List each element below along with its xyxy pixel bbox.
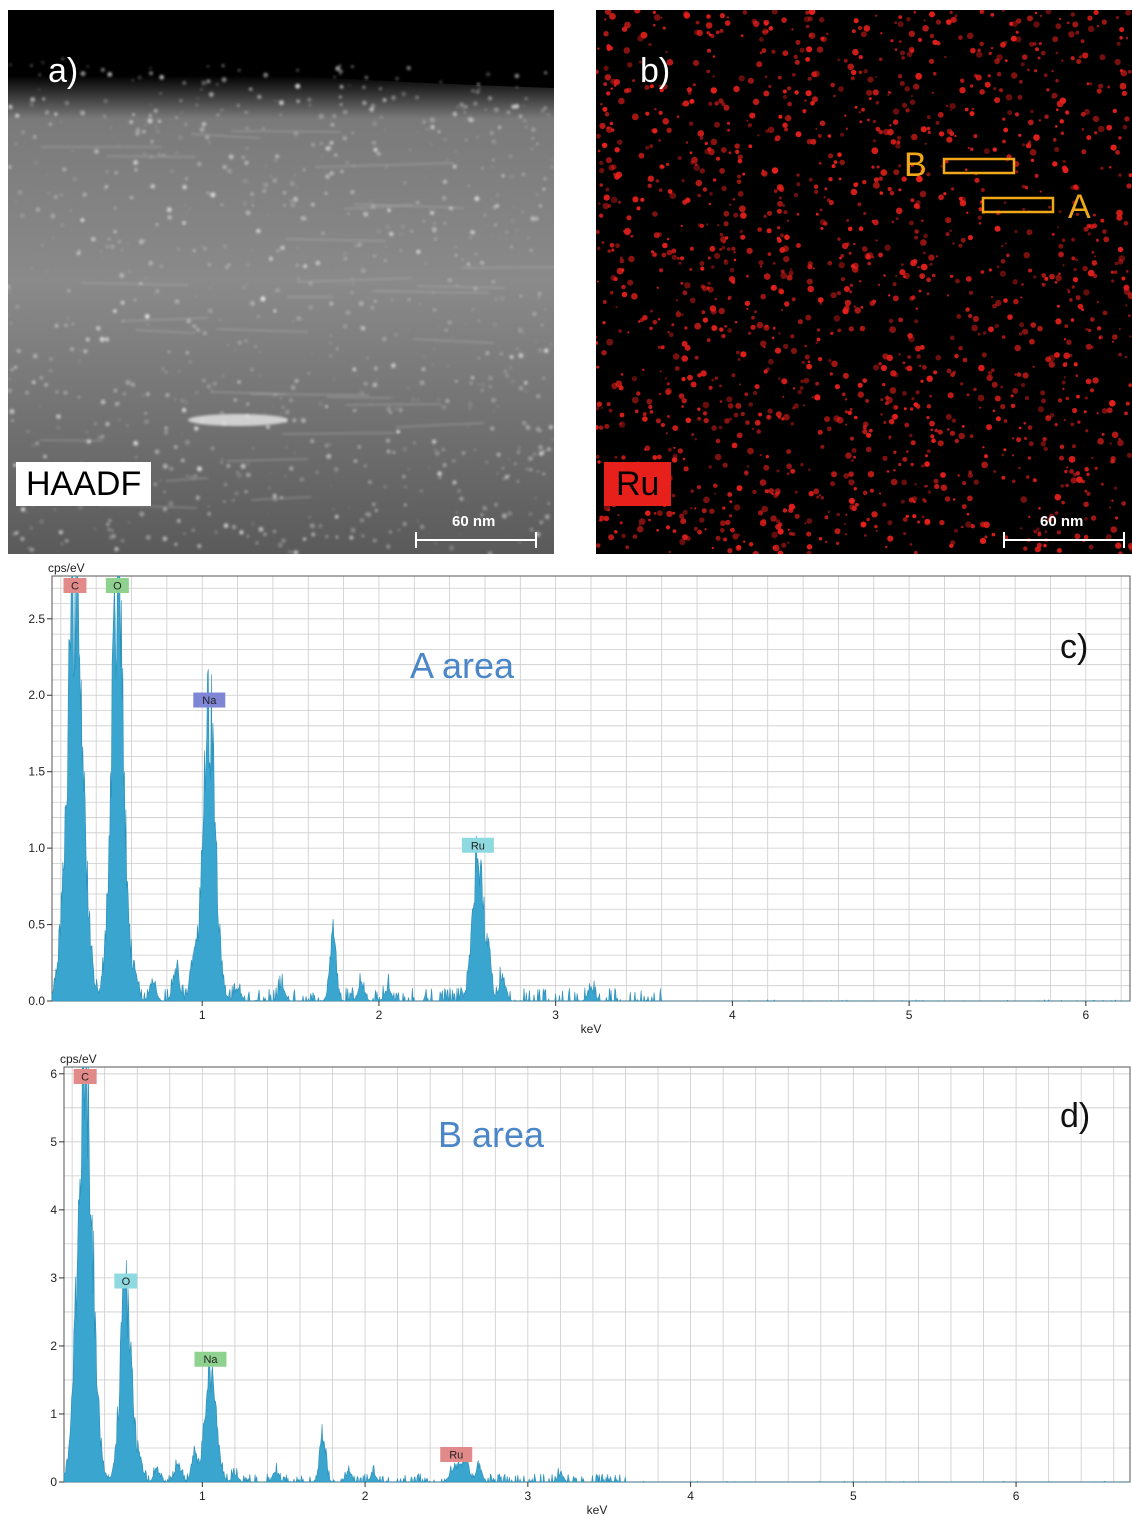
peak-tag-c: [63, 578, 87, 593]
panel-letter: c): [1060, 628, 1088, 666]
y-tick-label: 6: [50, 1067, 57, 1081]
y-tick-label: 3: [50, 1271, 57, 1285]
x-tick-label: 4: [729, 1008, 736, 1022]
peak-tag-c: [73, 1069, 97, 1084]
scale-bar-label: 60 nm: [452, 513, 496, 530]
y-tick-label: 2: [50, 1339, 57, 1353]
region-b-box: [942, 157, 1016, 175]
peak-tag-ru: [461, 837, 494, 853]
peak-label-o: O: [113, 581, 122, 593]
y-tick-label: 1.0: [28, 841, 45, 855]
spectrum-area: [51, 575, 1130, 1002]
x-tick-label: 2: [376, 1008, 383, 1022]
eds-spectrum-b-area: 1 2 3 4 5 6 0 1 2 3 4 5 6 cps/eV keV C O Na Ru B area d): [0, 1045, 1132, 1516]
x-axis-label: keV: [587, 1503, 608, 1516]
peak-label-na: Na: [202, 695, 217, 707]
chart-title: A area: [410, 645, 515, 686]
region-a-label: A: [1068, 188, 1091, 226]
x-tick-label: 5: [906, 1008, 913, 1022]
ru-label: Ru: [604, 462, 672, 506]
scale-bar-label: 60 nm: [1040, 513, 1084, 530]
y-tick-label: 4: [50, 1203, 57, 1217]
region-b-label: B: [904, 146, 927, 184]
haadf-label: HAADF: [16, 462, 152, 506]
y-tick-label: 0.5: [28, 918, 45, 932]
y-tick-label: 0.0: [28, 994, 45, 1008]
peak-tag-ru: [440, 1446, 473, 1462]
panel-letter: d): [1060, 1097, 1090, 1135]
x-tick-label: 1: [199, 1489, 206, 1503]
x-tick-label: 1: [199, 1008, 206, 1022]
panel-label-b: b): [640, 52, 671, 90]
y-tick-label: 2.5: [28, 612, 45, 626]
haadf-image-panel: a) HAADF 60 nm: [8, 10, 554, 554]
x-tick-label: 5: [850, 1489, 857, 1503]
peak-tag-o: [105, 578, 129, 593]
eds-spectrum-a-area: 1 2 3 4 5 6 0.0 0.5 1.0 1.5 2.0 2.5 cps/eV keV C O Na Ru A…: [0, 560, 1132, 1040]
peak-tag-na: [194, 1351, 227, 1367]
peak-label-na: Na: [203, 1354, 218, 1366]
y-tick-label: 1: [50, 1407, 57, 1421]
ru-map-panel: b) B A Ru 60 nm: [596, 10, 1132, 554]
y-tick-label: 1.5: [28, 765, 45, 779]
peak-label-o: O: [122, 1276, 131, 1288]
chart-grid: [64, 1067, 1130, 1483]
x-tick-label: 2: [362, 1489, 369, 1503]
x-tick-label: 4: [687, 1489, 694, 1503]
x-axis-label: keV: [581, 1022, 602, 1036]
x-tick-label: 6: [1082, 1008, 1089, 1022]
y-axis-label: cps/eV: [48, 561, 85, 575]
peak-tag-na: [193, 692, 226, 708]
y-tick-label: 0: [50, 1475, 57, 1489]
spectrum-area: [63, 1066, 1130, 1483]
spectrum-chart-c: 1 2 3 4 5 6 0.0 0.5 1.0 1.5 2.0 2.5 cps/eV keV C O Na Ru A…: [28, 561, 1131, 1036]
ru-map-image: [596, 10, 1132, 554]
region-a-box: [981, 196, 1055, 214]
peak-tag-o: [114, 1273, 138, 1289]
x-tick-label: 3: [552, 1008, 559, 1022]
peak-label-ru: Ru: [471, 840, 485, 852]
peak-label-c: C: [81, 1072, 89, 1084]
panel-label-a: a): [48, 52, 79, 90]
peak-label-c: C: [71, 581, 79, 593]
x-tick-label: 3: [524, 1489, 531, 1503]
y-tick-label: 5: [50, 1135, 57, 1149]
peak-label-ru: Ru: [449, 1449, 463, 1461]
x-tick-label: 6: [1013, 1489, 1020, 1503]
y-axis-label: cps/eV: [60, 1052, 97, 1066]
y-tick-label: 2.0: [28, 688, 45, 702]
chart-title: B area: [438, 1114, 545, 1155]
